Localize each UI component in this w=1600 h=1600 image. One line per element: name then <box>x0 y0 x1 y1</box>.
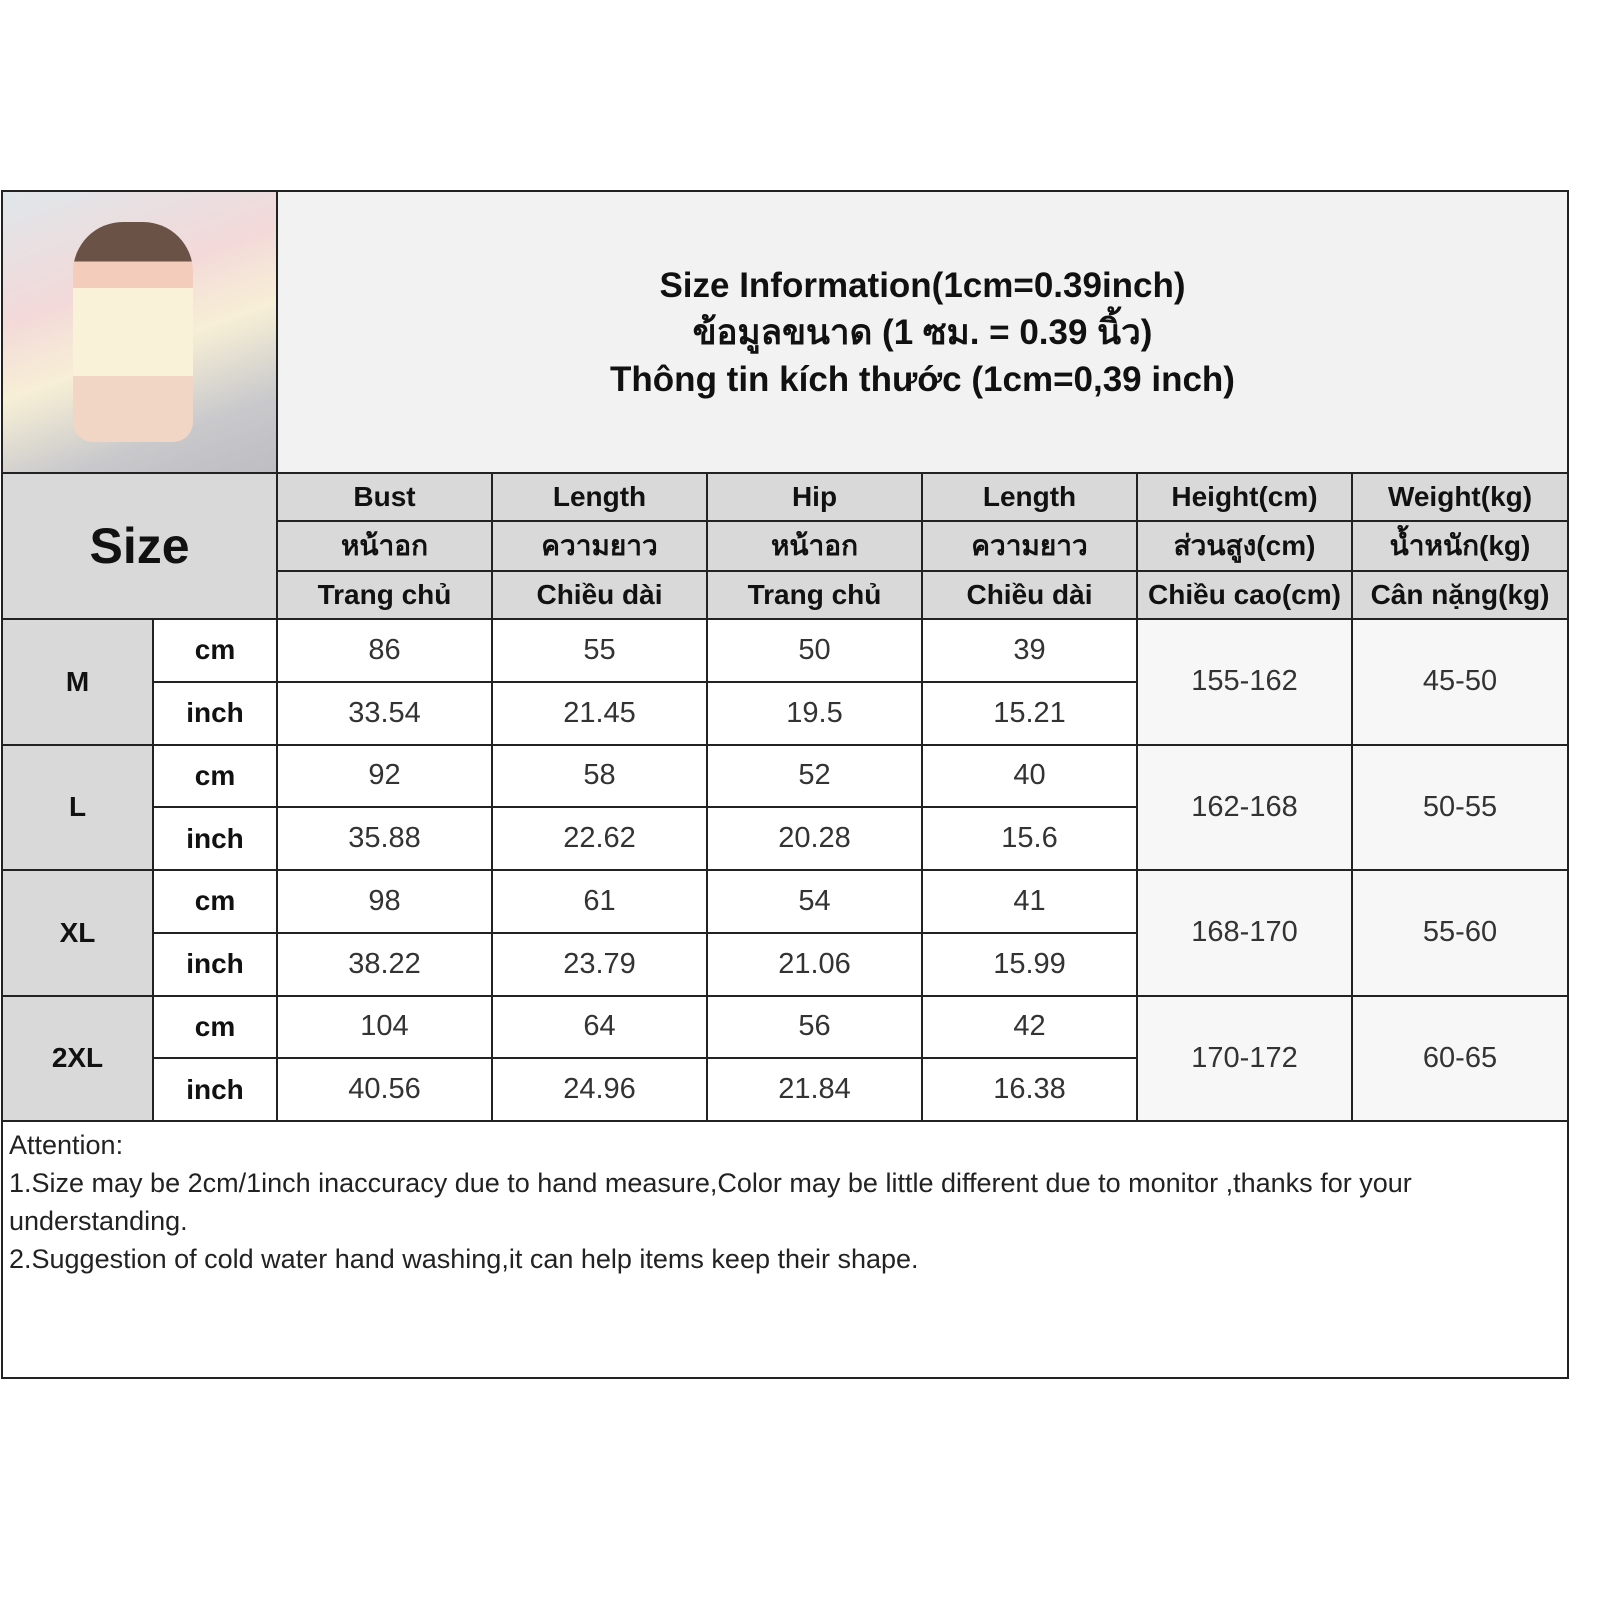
table-row: inch 40.56 24.96 21.84 16.38 <box>2 1057 1568 1122</box>
measurement-cell: 15.6 <box>921 806 1138 871</box>
measurement-cell: 64 <box>491 994 708 1060</box>
column-header-en: Weight(kg) <box>1350 472 1570 522</box>
column-header-vi: Trang chủ <box>706 570 923 620</box>
measurement-cell: 52 <box>706 743 923 809</box>
column-header-th: ความยาว <box>921 520 1138 572</box>
measurement-cell: 20.28 <box>706 806 923 871</box>
measurement-cell: 21.06 <box>706 931 923 997</box>
measurement-cell: 40 <box>921 743 1138 809</box>
unit-label: inch <box>152 931 278 997</box>
column-header-en: Bust <box>276 472 493 522</box>
column-header-vi: Chiều dài <box>921 570 1138 620</box>
measurement-cell: 15.99 <box>921 931 1138 997</box>
measurement-cell: 61 <box>491 869 708 934</box>
column-header-en: Hip <box>706 472 923 522</box>
note-1: 1.Size may be 2cm/1inch inaccuracy due t… <box>9 1168 1412 1236</box>
measurement-cell: 54 <box>706 869 923 934</box>
title-en: Size Information(1cm=0.39inch) <box>659 265 1186 305</box>
measurement-cell: 22.62 <box>491 806 708 871</box>
size-header: Size <box>1 472 278 620</box>
unit-label: cm <box>152 869 278 934</box>
measurement-cell: 21.45 <box>491 680 708 746</box>
column-header-th: ความยาว <box>491 520 708 572</box>
table-row: 2XL cm 104 64 56 42 170-172 60-65 <box>1 994 1570 1122</box>
title-vi: Thông tin kích thước (1cm=0,39 inch) <box>610 359 1235 399</box>
unit-label: inch <box>152 680 278 746</box>
height-range: 155-162 <box>1136 618 1353 746</box>
table-row: XL cm 98 61 54 41 168-170 55-60 <box>1 869 1570 997</box>
column-header-vi: Trang chủ <box>276 570 493 620</box>
unit-label: inch <box>152 1057 278 1122</box>
measurement-cell: 16.38 <box>921 1057 1138 1122</box>
measurement-cell: 15.21 <box>921 680 1138 746</box>
measurement-cell: 55 <box>491 618 708 683</box>
weight-range: 55-60 <box>1350 869 1570 997</box>
measurement-cell: 35.88 <box>276 806 493 871</box>
column-header-vi: Chiều cao(cm) <box>1136 570 1353 620</box>
height-range: 170-172 <box>1136 994 1353 1122</box>
product-photo <box>1 190 278 474</box>
unit-label: cm <box>152 618 278 683</box>
measurement-cell: 104 <box>276 994 493 1060</box>
size-label: M <box>1 618 154 746</box>
measurement-cell: 98 <box>276 869 493 934</box>
column-header-th: หน้าอก <box>706 520 923 572</box>
table-row: inch 35.88 22.62 20.28 15.6 <box>2 806 1568 871</box>
column-header-en: Height(cm) <box>1136 472 1353 522</box>
height-range: 168-170 <box>1136 869 1353 997</box>
column-header-th: ส่วนสูง(cm) <box>1136 520 1353 572</box>
unit-label: inch <box>152 806 278 871</box>
column-header-vi: Chiều dài <box>491 570 708 620</box>
note-2: 2.Suggestion of cold water hand washing,… <box>9 1244 919 1274</box>
unit-label: cm <box>152 994 278 1060</box>
measurement-cell: 21.84 <box>706 1057 923 1122</box>
title-th: ข้อมูลขนาด (1 ซม. = 0.39 นิ้ว) <box>692 312 1153 352</box>
weight-range: 45-50 <box>1350 618 1570 746</box>
measurement-cell: 19.5 <box>706 680 923 746</box>
measurement-cell: 92 <box>276 743 493 809</box>
column-header-en: Length <box>921 472 1138 522</box>
table-row: inch 33.54 21.45 19.5 15.21 <box>2 680 1568 746</box>
measurement-cell: 86 <box>276 618 493 683</box>
notes-heading: Attention: <box>9 1130 124 1160</box>
column-header-th: หน้าอก <box>276 520 493 572</box>
measurement-cell: 58 <box>491 743 708 809</box>
height-range: 162-168 <box>1136 743 1353 871</box>
measurement-cell: 39 <box>921 618 1138 683</box>
measurement-cell: 42 <box>921 994 1138 1060</box>
size-label: XL <box>1 869 154 997</box>
measurement-cell: 24.96 <box>491 1057 708 1122</box>
unit-label: cm <box>152 743 278 809</box>
model-figure <box>73 222 193 442</box>
column-header-th: น้ำหนัก(kg) <box>1350 520 1570 572</box>
measurement-cell: 56 <box>706 994 923 1060</box>
column-header-vi: Cân nặng(kg) <box>1350 570 1570 620</box>
size-label: L <box>1 743 154 871</box>
size-label: 2XL <box>1 994 154 1122</box>
size-chart-table: Size Information(1cm=0.39inch) ข้อมูลขนา… <box>0 190 1570 1379</box>
measurement-cell: 50 <box>706 618 923 683</box>
column-header-en: Length <box>491 472 708 522</box>
measurement-cell: 23.79 <box>491 931 708 997</box>
measurement-cell: 38.22 <box>276 931 493 997</box>
measurement-cell: 40.56 <box>276 1057 493 1122</box>
attention-notes: Attention: 1.Size may be 2cm/1inch inacc… <box>0 1120 1570 1379</box>
table-row: inch 38.22 23.79 21.06 15.99 <box>2 931 1568 997</box>
measurement-cell: 33.54 <box>276 680 493 746</box>
measurement-cell: 41 <box>921 869 1138 934</box>
size-info-title: Size Information(1cm=0.39inch) ข้อมูลขนา… <box>275 190 1570 474</box>
weight-range: 50-55 <box>1350 743 1570 871</box>
weight-range: 60-65 <box>1350 994 1570 1122</box>
